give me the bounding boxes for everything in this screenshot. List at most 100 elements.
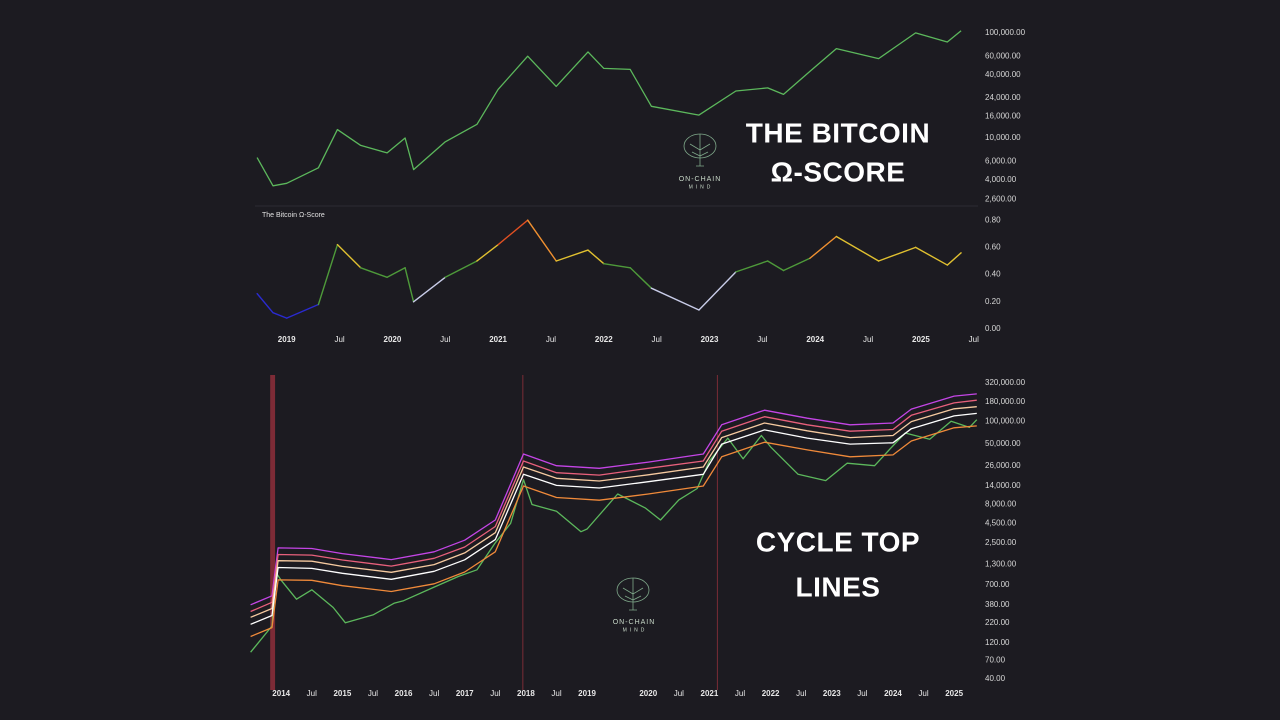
x-tick-label: Jul (969, 335, 979, 344)
y-tick-label: 0.20 (985, 297, 1001, 306)
pane-title: The Bitcoin Ω-Score (262, 212, 325, 219)
x-tick-label: Jul (757, 335, 767, 344)
x-tick-label: 2023 (701, 335, 719, 344)
y-tick-label: 380.00 (985, 600, 1010, 609)
x-tick-label: 2018 (517, 689, 535, 698)
series-line (250, 399, 977, 613)
x-tick-label: Jul (796, 689, 806, 698)
y-tick-label: 0.80 (985, 215, 1001, 224)
x-tick-label: 2021 (701, 689, 719, 698)
y-tick-label: 70.00 (985, 656, 1006, 665)
score-segment (698, 271, 737, 311)
score-segment (555, 249, 589, 262)
y-tick-label: 40,000.00 (985, 70, 1021, 79)
y-tick-label: 2,500.00 (985, 538, 1017, 547)
series-line (250, 425, 977, 638)
series-line (250, 406, 977, 618)
x-tick-label: Jul (863, 335, 873, 344)
x-tick-label: Jul (440, 335, 450, 344)
score-segment (914, 246, 949, 266)
x-tick-label: 2022 (762, 689, 780, 698)
y-tick-label: 60,000.00 (985, 51, 1021, 60)
y-tick-label: 320,000.00 (985, 378, 1026, 387)
x-tick-label: 2023 (823, 689, 841, 698)
score-segment (766, 260, 785, 272)
logo-icon (616, 577, 650, 611)
score-segment (527, 219, 557, 262)
score-segment (336, 243, 362, 269)
logo-icon (683, 133, 717, 167)
score-segment (603, 262, 631, 269)
x-tick-label: 2020 (639, 689, 657, 698)
y-tick-label: 26,000.00 (985, 461, 1021, 470)
score-segment (476, 243, 499, 262)
score-segment (835, 235, 880, 262)
y-tick-label: 0.60 (985, 242, 1001, 251)
score-segment (650, 287, 700, 311)
score-segment (946, 252, 962, 266)
x-tick-label: Jul (652, 335, 662, 344)
y-tick-label: 24,000.00 (985, 93, 1021, 102)
y-tick-label: 4,000.00 (985, 175, 1017, 184)
score-segment (386, 267, 406, 279)
x-tick-label: Jul (368, 689, 378, 698)
y-tick-label: 100,000.00 (985, 416, 1026, 425)
series-line (250, 412, 977, 625)
y-tick-label: 40.00 (985, 674, 1006, 683)
x-tick-label: Jul (918, 689, 928, 698)
score-segment (629, 267, 653, 289)
x-tick-label: 2017 (456, 689, 474, 698)
x-tick-label: 2021 (489, 335, 507, 344)
x-tick-label: Jul (857, 689, 867, 698)
score-segment (877, 246, 917, 262)
score-segment (256, 292, 274, 314)
x-tick-label: 2014 (272, 689, 290, 698)
heading: THE BITCOIN (746, 117, 930, 148)
score-segment (412, 276, 446, 303)
x-tick-label: Jul (429, 689, 439, 698)
price-line (250, 419, 978, 653)
logo-text: ON-CHAIN (679, 176, 722, 183)
logo-text: ON-CHAIN (613, 619, 656, 626)
x-tick-label: 2020 (384, 335, 402, 344)
score-segment (587, 249, 605, 265)
x-tick-label: 2024 (806, 335, 824, 344)
score-segment (735, 260, 769, 273)
y-tick-label: 50,000.00 (985, 439, 1021, 448)
y-tick-label: 14,000.00 (985, 481, 1021, 490)
x-tick-label: Jul (546, 335, 556, 344)
y-tick-label: 120.00 (985, 638, 1010, 647)
y-tick-label: 180,000.00 (985, 397, 1026, 406)
x-tick-label: 2025 (945, 689, 963, 698)
y-tick-label: 6,000.00 (985, 156, 1017, 165)
score-segment (272, 311, 288, 319)
x-tick-label: 2016 (395, 689, 413, 698)
score-segment (444, 260, 478, 279)
series-line (256, 30, 962, 187)
score-segment (782, 257, 811, 272)
x-tick-label: Jul (735, 689, 745, 698)
y-tick-label: 2,600.00 (985, 195, 1017, 204)
y-tick-label: 8,000.00 (985, 500, 1017, 509)
y-tick-label: 0.40 (985, 270, 1001, 279)
score-segment (317, 243, 339, 306)
x-tick-label: Jul (307, 689, 317, 698)
x-tick-label: Jul (674, 689, 684, 698)
y-tick-label: 4,500.00 (985, 519, 1017, 528)
score-segment (360, 267, 388, 279)
highlight-band (270, 375, 276, 690)
x-tick-label: Jul (551, 689, 561, 698)
x-tick-label: 2019 (578, 689, 596, 698)
heading: CYCLE TOP (756, 526, 920, 557)
series-line (250, 393, 977, 606)
y-tick-label: 220.00 (985, 618, 1010, 627)
x-tick-label: 2019 (278, 335, 296, 344)
x-tick-label: 2024 (884, 689, 902, 698)
x-tick-label: Jul (490, 689, 500, 698)
score-segment (809, 235, 838, 259)
y-tick-label: 10,000.00 (985, 133, 1021, 142)
heading: LINES (796, 571, 881, 602)
